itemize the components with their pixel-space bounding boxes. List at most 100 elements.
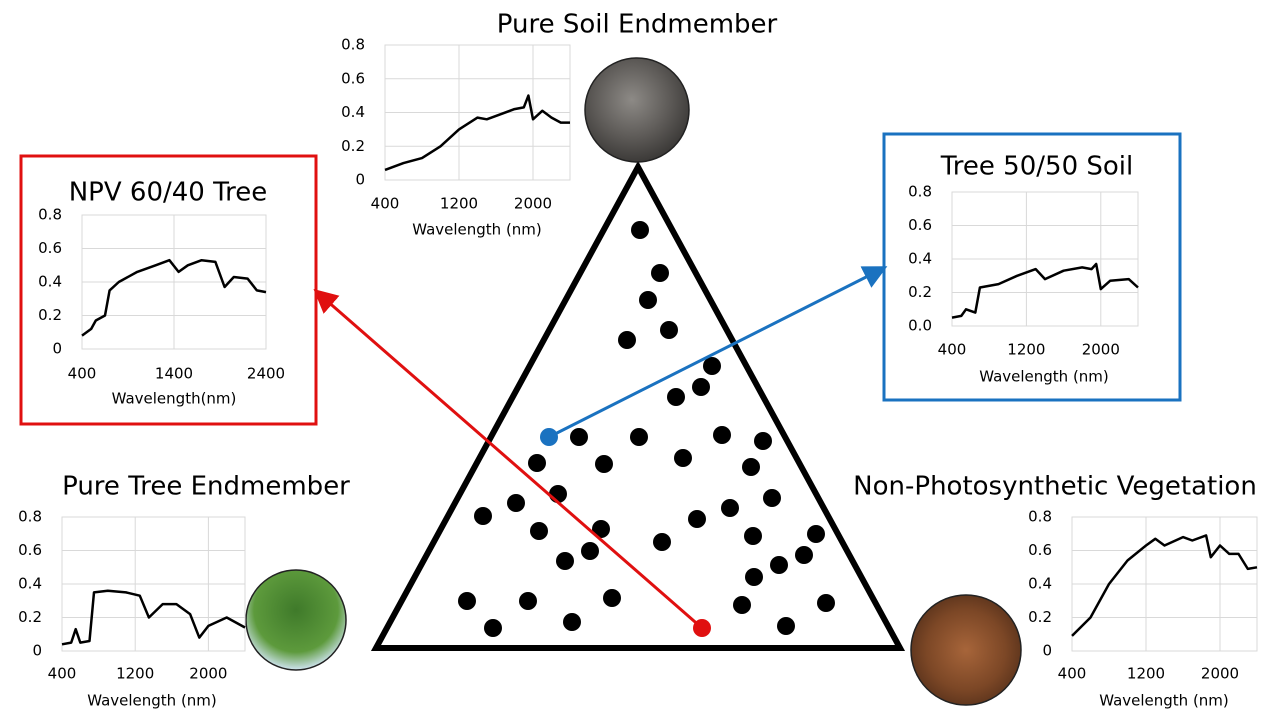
mixture-dot: [713, 426, 731, 444]
y-tick-label: 0.8: [38, 206, 62, 224]
y-tick-label: 0.6: [908, 216, 932, 234]
y-tick-label: 0.4: [1028, 575, 1052, 593]
x-axis-label: Wavelength (nm): [979, 368, 1109, 386]
x-axis-label: Wavelength (nm): [87, 692, 217, 710]
chart-title: Tree 50/50 Soil: [940, 152, 1134, 182]
y-tick-label: 0.6: [1028, 541, 1052, 559]
mixture-dot: [744, 527, 762, 545]
mixture-dot: [630, 428, 648, 446]
y-tick-label: 0.2: [18, 608, 42, 626]
y-tick-label: 0.4: [38, 273, 62, 291]
y-tick-label: 0.8: [908, 183, 932, 201]
mixture-dot: [595, 455, 613, 473]
mixture-dot: [703, 357, 721, 375]
mixture-dot: [474, 507, 492, 525]
mixture-dot: [817, 594, 835, 612]
mixture-dot: [519, 592, 537, 610]
spectrum-chart: Pure Soil Endmember 0 0.2 0.4 0.6 0.8 400 1200 2…: [341, 10, 777, 239]
mixture-dot: [667, 388, 685, 406]
x-tick-label: 2000: [514, 195, 552, 213]
mixture-dot: [733, 596, 751, 614]
mixture-dot: [507, 494, 525, 512]
x-tick-label: 2000: [189, 665, 227, 683]
y-tick-label: 0.2: [341, 137, 365, 155]
y-tick-label: 0.2: [1028, 608, 1052, 626]
x-tick-label: 400: [48, 665, 77, 683]
y-tick-label: 0: [355, 171, 365, 189]
selected-point: [540, 428, 558, 446]
mixture-dot: [458, 592, 476, 610]
arrow: [313, 289, 703, 630]
x-tick-label: 400: [68, 365, 97, 383]
mixture-dot: [563, 613, 581, 631]
y-tick-label: 0.8: [1028, 508, 1052, 526]
mixture-dot: [770, 556, 788, 574]
spectrum-line: [81, 258, 267, 337]
selected-point: [693, 619, 711, 637]
mixture-dot: [618, 331, 636, 349]
x-axis-label: Wavelength(nm): [112, 390, 237, 408]
spectrum-line: [384, 94, 570, 172]
chart-title: Non-Photosynthetic Vegetation: [853, 472, 1257, 502]
x-axis-label: Wavelength (nm): [412, 221, 542, 239]
mixture-dot: [528, 454, 546, 472]
chart-title: Pure Tree Endmember: [62, 472, 350, 502]
mixture-dot: [721, 499, 739, 517]
y-tick-label: 0.2: [908, 283, 932, 301]
x-tick-label: 400: [938, 341, 967, 359]
y-tick-label: 0.6: [341, 69, 365, 87]
mixture-dot: [603, 589, 621, 607]
spectrum-line: [61, 589, 246, 646]
arrow: [548, 266, 888, 439]
y-tick-label: 0.6: [38, 239, 62, 257]
tree-photo: [245, 569, 347, 671]
mixture-dot: [639, 291, 657, 309]
chart-title: NPV 60/40 Tree: [69, 178, 268, 208]
mixture-dot: [653, 533, 671, 551]
x-tick-label: 400: [371, 195, 400, 213]
x-tick-label: 1200: [116, 665, 154, 683]
y-tick-label: 0.8: [18, 508, 42, 526]
x-tick-label: 2000: [1201, 665, 1239, 683]
x-tick-label: 400: [1058, 665, 1087, 683]
mixture-dot: [660, 321, 678, 339]
x-axis-label: Wavelength (nm): [1099, 692, 1229, 710]
y-tick-label: 0: [1042, 642, 1052, 660]
mixture-dot: [530, 522, 548, 540]
x-tick-label: 1200: [440, 195, 478, 213]
x-tick-label: 1200: [1127, 665, 1165, 683]
y-tick-label: 0.4: [341, 103, 365, 121]
mixture-dot: [556, 552, 574, 570]
mixture-dot: [692, 378, 710, 396]
x-tick-label: 2400: [247, 365, 285, 383]
spectrum-chart: Non-Photosynthetic Vegetation 0 0.2 0.4 0.6 0…: [853, 472, 1258, 710]
mixture-dot: [688, 510, 706, 528]
y-tick-label: 0.8: [341, 36, 365, 54]
ternary-triangle: [370, 160, 906, 651]
mixture-dot: [754, 432, 772, 450]
mixture-dot: [777, 617, 795, 635]
y-tick-label: 0.4: [908, 250, 932, 268]
x-tick-label: 2000: [1082, 341, 1120, 359]
mixture-dot: [592, 520, 610, 538]
mixture-dot: [674, 449, 692, 467]
y-tick-label: 0.0: [908, 317, 932, 335]
mixture-dot: [763, 489, 781, 507]
mixture-dot: [631, 221, 649, 239]
spectrum-chart: Tree 50/50 Soil 0.0 0.2 0.4 0.6 0.8 400 1200 200…: [908, 152, 1139, 386]
spectrum-chart: NPV 60/40 Tree 0 0.2 0.4 0.6 0.8 400 1400 2400 Wa…: [38, 178, 285, 408]
mixture-dot: [807, 525, 825, 543]
leaves-photo: [910, 594, 1022, 706]
mixture-points: [458, 221, 835, 637]
soil-photo: [584, 57, 690, 163]
spectrum-line: [1071, 534, 1258, 637]
y-tick-label: 0: [32, 642, 42, 660]
chart-title: Pure Soil Endmember: [497, 10, 778, 40]
mixture-dot: [795, 546, 813, 564]
mixture-dot: [742, 458, 760, 476]
y-tick-label: 0.2: [38, 306, 62, 324]
spectrum-line: [951, 262, 1139, 319]
mixture-dot: [651, 264, 669, 282]
x-tick-label: 1400: [155, 365, 193, 383]
